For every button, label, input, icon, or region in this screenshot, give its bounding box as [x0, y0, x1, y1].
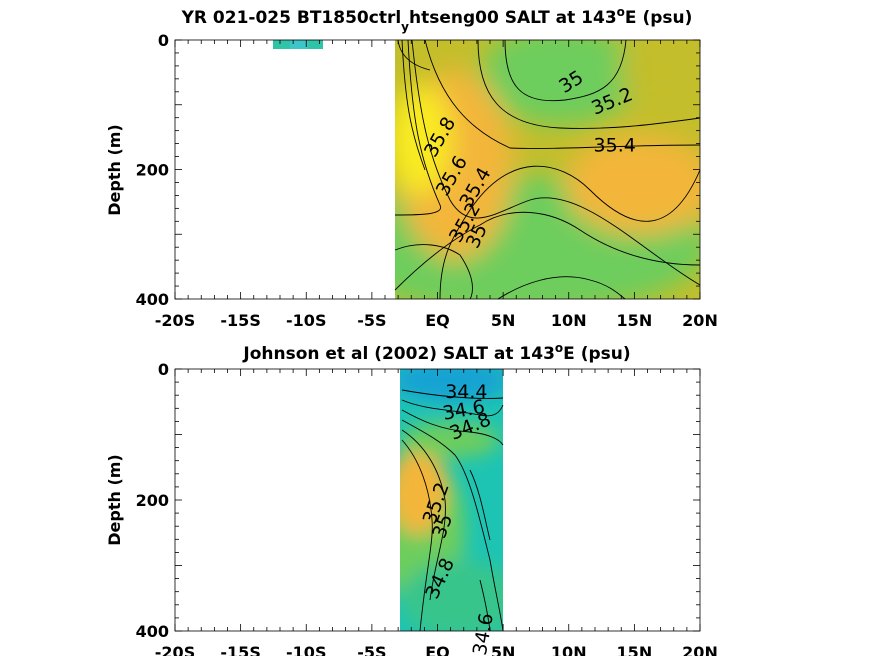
contour-line: [401, 39, 426, 171]
x-tick-label: EQ: [425, 311, 450, 330]
chart-bottom-salinity-field: [400, 369, 503, 631]
chart-top-ylabel: Depth (m): [105, 124, 124, 216]
contour-line: [401, 389, 504, 399]
contour-line: [401, 419, 504, 632]
x-tick-label: -20S: [155, 643, 195, 656]
x-tick-label: 15N: [617, 643, 653, 656]
chart-bottom-ticks: -20S -15S -10S -5S EQ 5N 10N 15N 20N 0 200 400: [136, 360, 718, 656]
contour-line: [401, 399, 504, 417]
x-tick-label: -15S: [220, 643, 260, 656]
contour-line: [469, 469, 491, 541]
x-tick-label: 10N: [551, 643, 587, 656]
contour-line: [504, 39, 627, 102]
contour-line: [401, 429, 446, 601]
y-tick-label: 200: [136, 491, 169, 510]
contour-line: [424, 39, 701, 149]
x-tick-label: EQ: [425, 643, 450, 656]
contour-line: [411, 39, 701, 286]
chart-top: YR 021-025 BT1850ctrlyhtseng00 SALT at 1…: [105, 5, 718, 330]
contour-line: [394, 39, 441, 216]
contour-line: [394, 211, 701, 291]
x-tick-label: -5S: [357, 643, 386, 656]
chart-bottom-title: Johnson et al (2002) SALT at 143oE (psu): [242, 341, 630, 364]
x-tick-label: 15N: [617, 311, 653, 330]
chart-top-salinity-field: [395, 40, 700, 299]
x-tick-label: -10S: [286, 643, 326, 656]
chart-bottom-contours: [401, 389, 504, 632]
chart-top-sliver: [273, 40, 323, 49]
y-tick-label: 0: [158, 31, 169, 50]
chart-top-ticks: -20S -15S -10S -5S EQ 5N 10N 15N 20N 0 200 400: [136, 31, 718, 330]
contour-label: 34.4: [445, 381, 487, 403]
contour-line: [477, 39, 701, 129]
chart-bottom: Johnson et al (2002) SALT at 143oE (psu)…: [105, 341, 718, 656]
x-tick-label: 20N: [682, 643, 718, 656]
contour-line: [497, 276, 626, 300]
contour-line: [479, 579, 491, 632]
contour-label: 35.4: [594, 135, 636, 157]
x-tick-label: 5N: [491, 311, 516, 330]
x-tick-label: -10S: [286, 311, 326, 330]
contour-line: [397, 39, 431, 71]
contour-line: [401, 409, 504, 446]
y-tick-label: 400: [136, 622, 169, 641]
y-tick-label: 200: [136, 161, 169, 180]
x-tick-label: 20N: [682, 311, 718, 330]
chart-top-title: YR 021-025 BT1850ctrlyhtseng00 SALT at 1…: [181, 5, 693, 34]
x-tick-label: 5N: [491, 643, 516, 656]
x-tick-label: 10N: [551, 311, 587, 330]
contour-line: [401, 439, 433, 632]
chart-bottom-ylabel: Depth (m): [105, 454, 124, 546]
contour-line: [394, 244, 473, 300]
x-tick-label: -15S: [220, 311, 260, 330]
y-tick-label: 0: [158, 360, 169, 379]
chart-top-contours: [394, 39, 701, 300]
y-tick-label: 400: [136, 290, 169, 309]
x-tick-label: -5S: [357, 311, 386, 330]
x-tick-label: -20S: [155, 311, 195, 330]
